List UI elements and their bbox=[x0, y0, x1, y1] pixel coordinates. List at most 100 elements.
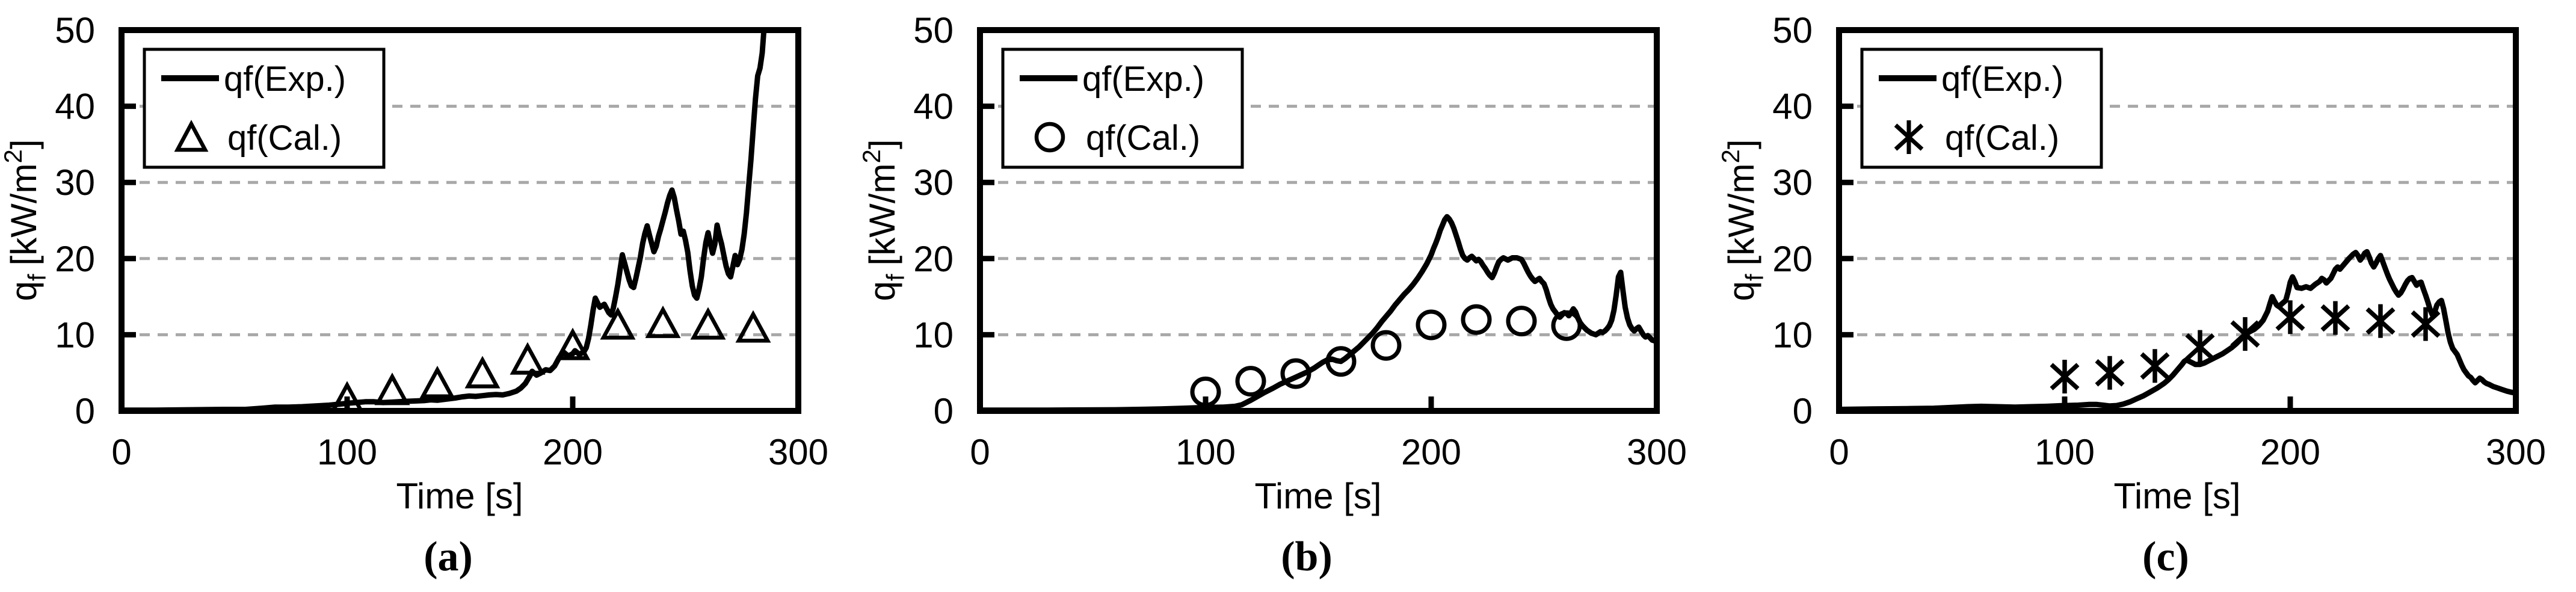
asterisk-stroke bbox=[2320, 304, 2350, 332]
triangle-marker-icon bbox=[174, 120, 209, 152]
x-tick-label: 0 bbox=[1829, 432, 1849, 472]
chart-canvas: 0 100 200 300 0 10 20 30 40 50 bbox=[55, 10, 828, 472]
panel-c: 0 100 200 300 0 10 20 30 40 50 qf(Exp.) qf(Cal.) … bbox=[1718, 0, 2576, 592]
y-tick-label: 40 bbox=[55, 87, 95, 127]
cal-marker-circle bbox=[1190, 376, 1221, 407]
cal-marker-circle bbox=[1325, 346, 1357, 377]
legend-box bbox=[1001, 48, 1244, 169]
cal-marker-circle bbox=[1370, 330, 1402, 361]
cal-marker-circle bbox=[1461, 304, 1492, 335]
asterisk-stroke bbox=[2185, 333, 2215, 361]
x-tick-label: 300 bbox=[2486, 432, 2546, 472]
asterisk-stroke bbox=[2230, 320, 2260, 348]
y-tick-label: 20 bbox=[1772, 239, 1813, 279]
y-tick-label: 30 bbox=[55, 162, 95, 203]
cal-marker-asterisk bbox=[2365, 304, 2396, 338]
exp-line bbox=[1839, 248, 2516, 411]
asterisk-marker-icon bbox=[1894, 120, 1924, 154]
cal-marker-triangle bbox=[464, 356, 501, 389]
y-tick-label: 10 bbox=[1772, 315, 1813, 355]
plot-frame bbox=[119, 27, 801, 414]
asterisk-stroke bbox=[2140, 352, 2170, 380]
x-tick-label: 100 bbox=[2035, 432, 2095, 472]
x-axis-title: Time [s] bbox=[2113, 476, 2240, 516]
y-tick-label: 50 bbox=[1772, 10, 1813, 51]
legend: qf(Exp.) qf(Cal.) bbox=[143, 48, 386, 169]
y-axis-title: qf[kW/m2] bbox=[0, 139, 51, 301]
cal-marker-circle bbox=[1280, 358, 1311, 389]
legend-box bbox=[1860, 48, 2103, 169]
y-tick-label: 40 bbox=[1772, 87, 1813, 127]
cal-marker-triangle bbox=[555, 327, 591, 360]
plot-frame bbox=[1836, 27, 2519, 414]
panel-a: 0 100 200 300 0 10 20 30 40 50 qf(Exp.) qf(Cal.) … bbox=[0, 0, 858, 592]
y-axis-title: qf[kW/m2] bbox=[858, 139, 910, 301]
x-tick-label: 300 bbox=[1627, 432, 1687, 472]
panel-caption: (a) bbox=[424, 534, 473, 580]
circle-marker-icon bbox=[1034, 122, 1065, 153]
cal-marker-asterisk bbox=[2230, 317, 2260, 351]
asterisk-stroke bbox=[2275, 303, 2305, 331]
y-tick-label: 20 bbox=[55, 239, 95, 279]
y-tick-label: 50 bbox=[55, 10, 95, 51]
cal-marker-asterisk bbox=[2320, 301, 2350, 335]
y-tick-label: 10 bbox=[55, 315, 95, 355]
cal-marker-triangle bbox=[735, 310, 771, 343]
cal-marker-asterisk bbox=[2185, 330, 2215, 364]
x-tick-label: 200 bbox=[1401, 432, 1461, 472]
panel-caption: (b) bbox=[1281, 534, 1333, 580]
cal-marker-asterisk bbox=[2050, 360, 2080, 394]
cal-marker-triangle bbox=[645, 305, 681, 338]
y-tick-label: 30 bbox=[1772, 162, 1813, 203]
cal-marker-triangle bbox=[419, 365, 455, 398]
legend-label-exp: qf(Exp.) bbox=[1941, 60, 2063, 99]
cal-marker-circle bbox=[1416, 309, 1447, 341]
cal-marker-triangle bbox=[510, 342, 546, 375]
cal-marker-triangle bbox=[374, 372, 410, 405]
cal-marker-triangle bbox=[690, 307, 726, 340]
y-tick-label: 10 bbox=[913, 315, 954, 355]
y-tick-label: 40 bbox=[913, 87, 954, 127]
legend-label-cal: qf(Cal.) bbox=[1086, 119, 1200, 158]
cal-marker-asterisk bbox=[2095, 356, 2125, 390]
legend-label-cal: qf(Cal.) bbox=[227, 119, 342, 158]
legend: qf(Exp.) qf(Cal.) bbox=[1001, 48, 1244, 169]
y-tick-label: 20 bbox=[913, 239, 954, 279]
x-axis-title: Time [s] bbox=[396, 476, 523, 516]
cal-marker-asterisk bbox=[2275, 300, 2305, 335]
exp-line bbox=[122, 30, 767, 411]
x-tick-label: 100 bbox=[317, 432, 377, 472]
cal-marker-circle bbox=[1551, 310, 1582, 341]
asterisk-stroke bbox=[2095, 359, 2125, 387]
legend-label-exp: qf(Exp.) bbox=[224, 60, 346, 99]
y-tick-label: 30 bbox=[913, 162, 954, 203]
x-axis-title: Time [s] bbox=[1254, 476, 1381, 516]
asterisk-stroke bbox=[2411, 310, 2441, 338]
y-tick-label: 0 bbox=[1793, 391, 1813, 431]
x-tick-label: 0 bbox=[970, 432, 990, 472]
x-tick-label: 200 bbox=[2260, 432, 2320, 472]
x-tick-label: 0 bbox=[111, 432, 131, 472]
cal-marker-circle bbox=[1506, 306, 1537, 337]
cal-marker-circle bbox=[1235, 366, 1266, 397]
x-tick-label: 100 bbox=[1176, 432, 1236, 472]
y-tick-label: 0 bbox=[934, 391, 954, 431]
exp-line bbox=[980, 214, 1657, 411]
plot-frame bbox=[977, 27, 1660, 414]
legend-box bbox=[143, 48, 386, 169]
legend: qf(Exp.) qf(Cal.) bbox=[1860, 48, 2103, 169]
legend-label-cal: qf(Cal.) bbox=[1945, 119, 2059, 158]
y-tick-label: 50 bbox=[913, 10, 954, 51]
legend-label-exp: qf(Exp.) bbox=[1082, 60, 1204, 99]
cal-marker-asterisk bbox=[2140, 349, 2170, 383]
y-axis-title: qf[kW/m2] bbox=[1718, 139, 1769, 301]
cal-marker-asterisk bbox=[2411, 307, 2441, 341]
asterisk-stroke bbox=[2050, 363, 2080, 390]
y-tick-label: 0 bbox=[75, 391, 95, 431]
x-tick-label: 200 bbox=[543, 432, 603, 472]
cal-marker-triangle bbox=[600, 307, 636, 340]
